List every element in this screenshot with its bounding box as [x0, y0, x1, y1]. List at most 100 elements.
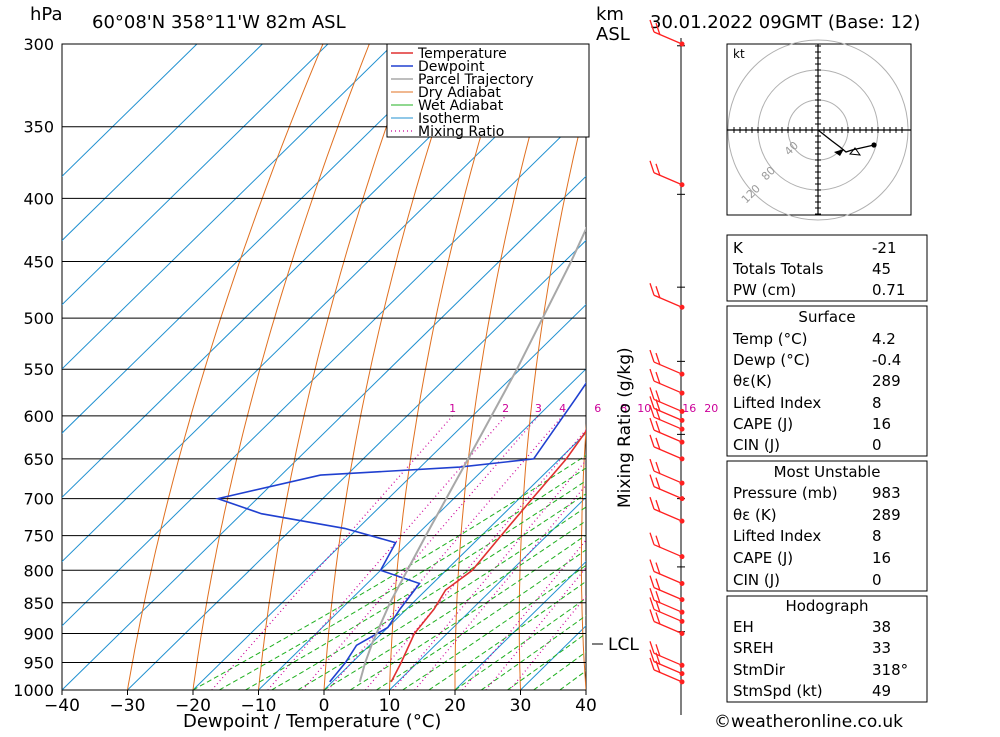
wind-barb-flag	[650, 418, 654, 430]
wind-barb-flag	[650, 283, 654, 295]
pressure-tick-label: 350	[23, 118, 54, 137]
x-axis-label: Dewpoint / Temperature (°C)	[183, 711, 441, 732]
pressure-tick-label: 850	[23, 594, 54, 613]
credit[interactable]: ©weatheronline.co.uk	[714, 712, 903, 732]
idx-mu-pressure-label: Pressure (mb)	[733, 484, 838, 502]
mixing-ratio-label: 10	[637, 402, 651, 415]
wind-barb	[650, 576, 685, 603]
wind-barb-flag	[650, 533, 654, 545]
pressure-tick-label: 650	[23, 450, 54, 469]
pressure-tick-label: 300	[23, 35, 54, 54]
temperature-tick-label: 40	[575, 696, 597, 716]
idx-surface-temp-value: 4.2	[872, 330, 896, 348]
idx-surface-li-label: Lifted Index	[733, 394, 821, 412]
wind-barb	[650, 533, 685, 560]
pressure-tick-label: 600	[23, 407, 54, 426]
wind-barb	[650, 497, 685, 524]
idx-sreh-label: SREH	[733, 639, 774, 657]
pressure-tick-label: 450	[23, 253, 54, 272]
mixing-ratio-label: 4	[559, 402, 566, 415]
wind-barb	[650, 641, 685, 668]
temperature-tick-label: 30	[510, 696, 532, 716]
wind-barb-flag	[650, 350, 654, 362]
idx-surface-thetae-label: θε(K)	[733, 372, 772, 390]
idx-stmspd-value: 49	[872, 682, 891, 700]
wind-barb-flag	[650, 576, 654, 588]
wind-barb-flag	[650, 161, 654, 173]
legend-mixing-ratio: Mixing Ratio	[418, 124, 504, 140]
wind-barb	[650, 435, 685, 462]
idx-surface-cape-label: CAPE (J)	[733, 415, 793, 433]
dry-adiabat-line	[968, 44, 1000, 690]
hodograph-end-point	[871, 142, 876, 147]
indices-panel: K -21 Totals Totals 45 PW (cm) 0.71 Surf…	[727, 235, 927, 702]
km-tick-label: 5	[600, 352, 611, 372]
location-title: 60°08'N 358°11'W 82m ASL	[92, 12, 346, 33]
idx-tt-label: Totals Totals	[732, 260, 824, 278]
idx-mu-cape-value: 16	[872, 549, 891, 567]
idx-surface-cape-value: 16	[872, 415, 891, 433]
wind-barb-shaft	[654, 572, 682, 584]
idx-sreh-value: 33	[872, 639, 891, 657]
legend: Temperature Dewpoint Parcel Trajectory D…	[387, 44, 589, 140]
mixing-ratio-label: 6	[594, 402, 601, 415]
pressure-tick-label: 550	[23, 360, 54, 379]
wind-barb-shaft	[654, 447, 682, 459]
wind-barb-flag	[650, 435, 654, 447]
pressure-tick-label: 950	[23, 653, 54, 672]
wind-barb-shaft	[654, 362, 682, 374]
mixing-ratio-label: 16	[682, 402, 696, 415]
wind-barb	[650, 609, 685, 636]
wind-barb-shaft	[654, 509, 682, 521]
pressure-tick-label: 800	[23, 561, 54, 580]
wind-barb-flag	[650, 560, 654, 572]
idx-stmspd-label: StmSpd (kt)	[733, 682, 823, 700]
km-tick-label: 2	[600, 558, 611, 578]
temperature-tick-label: 20	[444, 696, 466, 716]
km-unit: km	[596, 4, 624, 25]
idx-surface-dewp-label: Dewp (°C)	[733, 351, 810, 369]
wind-barb-shaft	[654, 430, 682, 442]
idx-surface-cin-label: CIN (J)	[733, 436, 780, 454]
idx-mu-cape-label: CAPE (J)	[733, 549, 793, 567]
wind-barb	[650, 588, 685, 615]
temperature-tick-label: −40	[44, 696, 80, 716]
pressure-axis: 3003504004505005506006507007508008509009…	[13, 35, 54, 700]
km-tick-label: 7	[600, 185, 611, 205]
idx-mu-pressure-value: 983	[872, 484, 901, 502]
wind-barb-shaft	[654, 381, 682, 393]
km-tick-label: 3	[600, 490, 611, 510]
wind-barb-shaft	[654, 471, 682, 483]
idx-k-label: K	[733, 239, 744, 257]
idx-surface-thetae-value: 289	[872, 372, 901, 390]
wind-barb	[650, 475, 685, 502]
plot-frame	[62, 44, 586, 690]
idx-surface-li-value: 8	[872, 394, 882, 412]
temperature-tick-label: −30	[110, 696, 146, 716]
wind-barb-flag	[650, 475, 654, 487]
idx-surface-dewp-value: -0.4	[872, 351, 901, 369]
idx-mu-li-label: Lifted Index	[733, 527, 821, 545]
pressure-tick-label: 500	[23, 309, 54, 328]
idx-mu-thetae-value: 289	[872, 506, 901, 524]
idx-eh-label: EH	[733, 618, 754, 636]
wind-barb-shaft	[654, 295, 682, 307]
pressure-tick-label: 900	[23, 624, 54, 643]
wind-barb-shaft	[654, 173, 682, 185]
wind-barb-flag	[650, 459, 654, 471]
wind-barb	[650, 350, 685, 377]
lcl-label: LCL	[608, 635, 639, 655]
idx-surface-cin-value: 0	[872, 436, 882, 454]
idx-mu-title: Most Unstable	[774, 463, 881, 481]
mixing-ratio-label: 2	[502, 402, 509, 415]
hodograph-unit: kt	[733, 47, 745, 61]
wind-barb-flag	[650, 369, 654, 381]
mixing-ratio-label: 20	[704, 402, 718, 415]
idx-hodo-title: Hodograph	[785, 597, 868, 615]
idx-stmdir-value: 318°	[872, 661, 908, 679]
mixing-ratio-label: 3	[535, 402, 542, 415]
wind-barb-shaft	[654, 32, 682, 44]
idx-pw-label: PW (cm)	[733, 281, 796, 299]
